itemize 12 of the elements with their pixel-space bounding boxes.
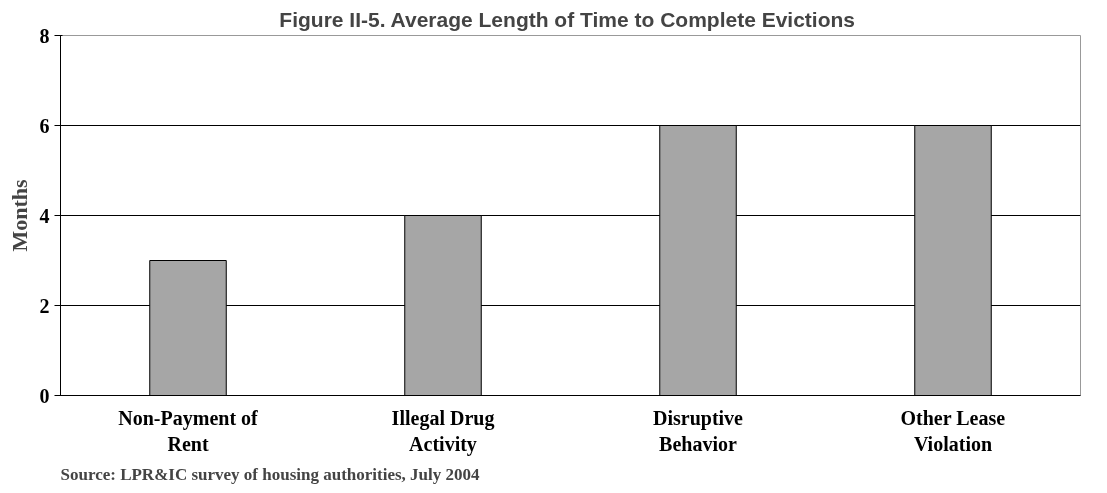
y-tick-label: 6	[39, 114, 50, 137]
x-tick-label: Non-Payment of Rent	[118, 406, 259, 455]
chart-title: Figure II-5. Average Length of Time to Complete Evictions	[279, 7, 856, 31]
y-tick-label: 8	[39, 24, 50, 47]
y-tick-label: 0	[39, 384, 50, 407]
y-tick-label: 2	[39, 294, 50, 317]
x-tick-label: Disruptive Behavior	[653, 406, 744, 455]
y-axis-title: Months	[6, 179, 32, 252]
y-tick-label: 4	[39, 204, 50, 227]
source-note: Source: LPR&IC survey of housing authorities, July 2004	[60, 464, 481, 484]
x-tick-label: Other Lease Violation	[900, 406, 1006, 455]
x-tick-label: Illegal Drug Activity	[391, 406, 495, 456]
